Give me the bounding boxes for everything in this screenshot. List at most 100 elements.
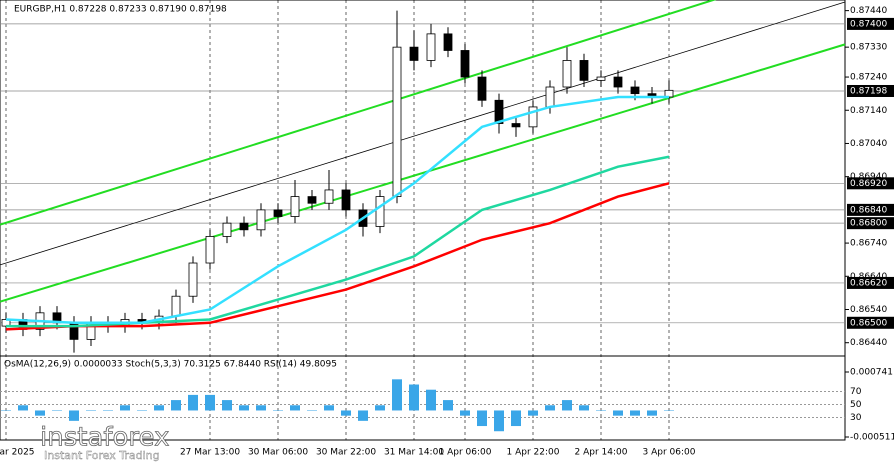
osma-bar [409, 384, 419, 411]
y-tick-label: 0.86740 [850, 239, 887, 249]
x-tick-label: 31 Mar 14:00 [384, 448, 444, 458]
watermark-brand: instaforex [40, 423, 169, 453]
candle-body [562, 60, 572, 88]
osma-bar [324, 405, 334, 411]
osma-bar [18, 405, 28, 411]
level-label: 0.86840 [850, 205, 887, 215]
osma-bar [494, 410, 504, 432]
x-tick-label: 1 Apr 06:00 [439, 448, 492, 458]
osma-bar [647, 410, 657, 416]
osma-bar [358, 410, 368, 421]
level-label: 0.86920 [850, 179, 887, 189]
candle-body [511, 123, 521, 128]
candle-body [630, 86, 640, 95]
osma-bar [443, 400, 453, 411]
level-label: 0.86620 [850, 278, 887, 288]
level-box [847, 217, 894, 230]
y-tick-label: 0.86540 [850, 305, 887, 315]
trendline [0, 1, 846, 266]
candle-body [205, 236, 215, 264]
level-box [847, 203, 894, 216]
level-label: 0.87198 [850, 86, 887, 96]
chart-title: EURGBP,H1 0.87228 0.87233 0.87190 0.8719… [14, 5, 227, 15]
osc-level-label: 70 [850, 387, 862, 397]
candle-body [494, 99, 504, 124]
osma-bar [562, 400, 572, 411]
osma-bar [52, 410, 62, 411]
candle-body [324, 189, 334, 204]
moving-average [5, 95, 669, 325]
candle-body [171, 295, 181, 317]
level-box [847, 17, 894, 30]
candle-body [460, 50, 470, 78]
osma-bar [460, 410, 470, 416]
candle-body [545, 86, 555, 108]
y-tick-label: 0.86940 [850, 172, 887, 182]
level-box [847, 276, 894, 289]
candle-body [392, 46, 402, 197]
osma-bar [630, 410, 640, 416]
osma-bar [171, 400, 181, 411]
osma-bar [341, 410, 351, 416]
osma-bar [1, 410, 11, 411]
candle-body [409, 46, 419, 61]
candle-body [222, 222, 232, 237]
osma-bar [426, 389, 436, 411]
level-box [847, 316, 894, 329]
candle-body [290, 196, 300, 217]
osma-bar [154, 405, 164, 411]
x-tick-label: 30 Mar 22:00 [316, 448, 376, 458]
candle-body [426, 33, 436, 61]
candle-body [307, 196, 317, 204]
candle-body [375, 196, 385, 227]
x-tick-label: 2 Apr 14:00 [575, 448, 628, 458]
osma-bar [579, 405, 589, 411]
oscillator-title: OsMA(12,26,9) 0.0000033 Stoch(5,3,3) 70.… [4, 360, 337, 370]
x-tick-label: 25 Mar 2025 [0, 448, 35, 458]
trendline [0, 43, 846, 303]
osma-bar [222, 400, 232, 411]
y-tick-label: 0.86440 [850, 338, 887, 348]
y-tick-label: 0.87040 [850, 139, 887, 149]
y-tick-label: 0.87440 [850, 6, 887, 16]
osma-bar [528, 410, 538, 416]
moving-average [5, 182, 670, 331]
x-tick-label: 1 Apr 22:00 [507, 448, 560, 458]
level-box [847, 177, 894, 190]
y-tick-label: 0.87240 [850, 73, 887, 83]
watermark-tagline: Instant Forex Trading [44, 449, 160, 462]
candle-body [239, 222, 249, 231]
candle-body [613, 76, 623, 88]
trendline [0, 0, 717, 226]
candle-body [596, 76, 606, 81]
osma-bar [307, 410, 317, 411]
candle-body [273, 209, 283, 217]
y-tick-label: 0.87140 [850, 106, 887, 116]
candle-body [443, 33, 453, 51]
x-tick-label: 27 Mar 13:00 [180, 448, 240, 458]
level-label: 0.87400 [850, 19, 887, 29]
candle-body [188, 262, 198, 297]
osc-tick-label: -0.000511 [850, 433, 894, 443]
osma-bar [511, 410, 521, 427]
candle-body [528, 106, 538, 128]
osma-bar [256, 405, 266, 411]
osc-tick-label: 0.000741 [850, 368, 893, 378]
osma-bar [205, 394, 215, 411]
level-box [847, 84, 894, 97]
osma-bar [188, 394, 198, 411]
candle-body [579, 60, 589, 81]
osma-bar [477, 410, 487, 427]
osma-bar [545, 405, 555, 411]
osc-level-label: 30 [850, 413, 862, 423]
osma-bar [120, 405, 130, 411]
y-tick-label: 0.86640 [850, 272, 887, 282]
osma-bar [239, 405, 249, 411]
osma-bar [86, 410, 96, 411]
osma-bar [137, 410, 147, 411]
osma-bar [69, 410, 79, 421]
candle-body [341, 189, 351, 211]
osc-level-label: 50 [850, 400, 862, 410]
osma-bar [613, 410, 623, 416]
level-label: 0.86500 [850, 318, 887, 328]
